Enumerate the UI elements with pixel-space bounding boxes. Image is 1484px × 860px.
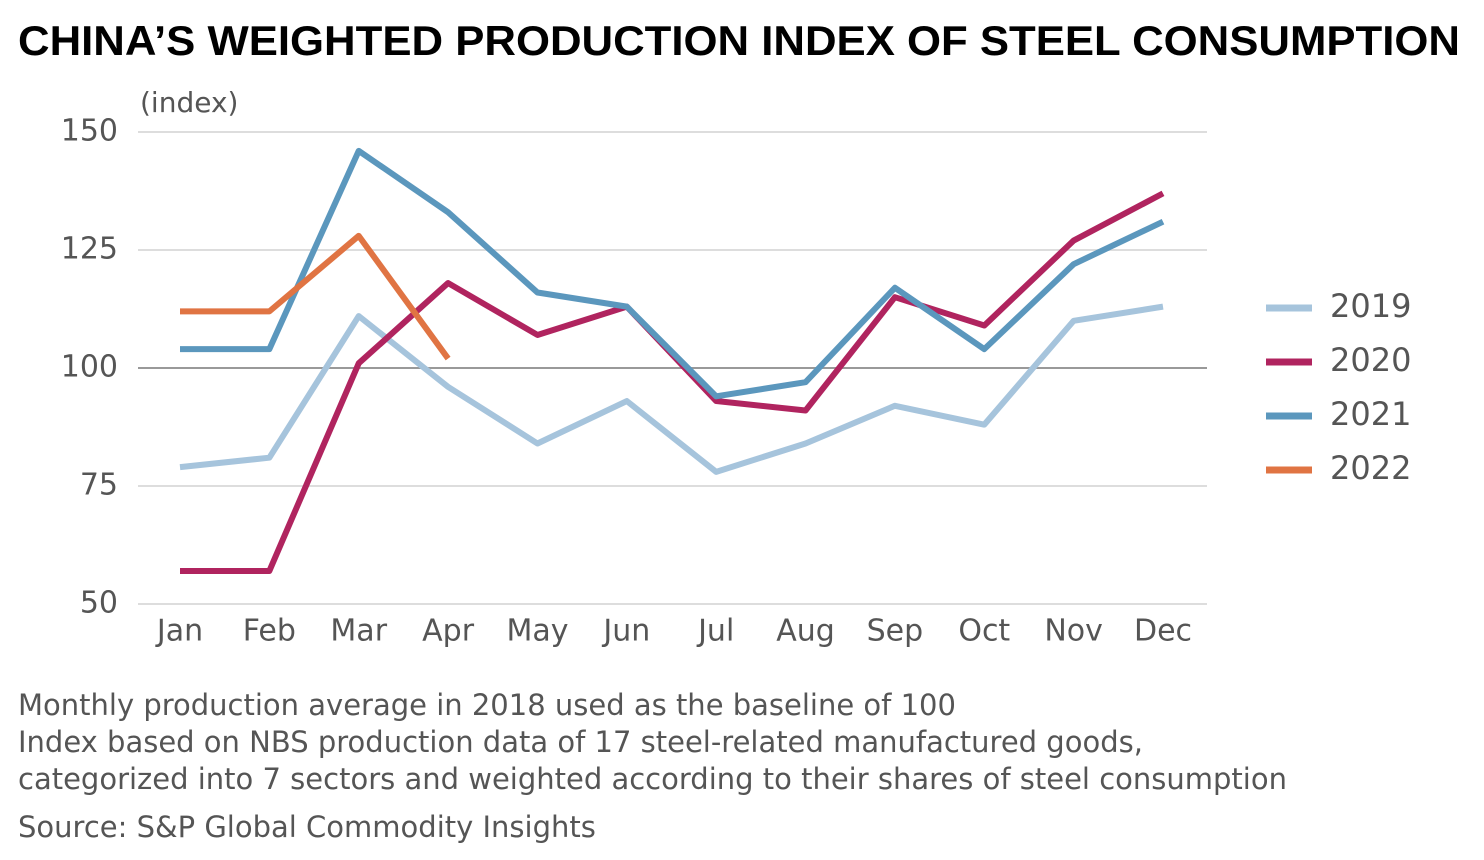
- y-tick-label: 50: [80, 586, 118, 621]
- y-tick-label: 100: [61, 350, 118, 385]
- x-tick-label: Nov: [1044, 614, 1103, 649]
- x-tick-label: Mar: [330, 614, 387, 649]
- x-tick-label: Apr: [422, 614, 475, 649]
- x-tick-label: Feb: [243, 614, 296, 649]
- y-axis-label: (index): [140, 86, 238, 119]
- x-tick-label: Jul: [696, 614, 734, 649]
- notes: Monthly production average in 2018 used …: [18, 688, 1287, 796]
- x-tick-label: May: [506, 614, 568, 649]
- legend-label: 2020: [1330, 341, 1411, 379]
- chart-title: CHINA’S WEIGHTED PRODUCTION INDEX OF STE…: [18, 17, 1460, 64]
- note: Index based on NBS production data of 17…: [18, 725, 1143, 759]
- y-tick-label: 75: [80, 468, 118, 503]
- source: Source: S&P Global Commodity Insights: [18, 810, 596, 844]
- legend-label: 2021: [1330, 395, 1411, 433]
- series-line: [180, 232, 451, 361]
- x-tick-label: Oct: [958, 614, 1010, 649]
- x-tick-label: Sep: [867, 614, 924, 649]
- legend-label: 2022: [1330, 449, 1411, 487]
- series-line: [180, 147, 1165, 400]
- legend-label: 2019: [1330, 287, 1411, 325]
- note: Monthly production average in 2018 used …: [18, 688, 956, 722]
- y-tick-label: 150: [61, 114, 118, 149]
- x-tick-label: Jan: [155, 614, 203, 649]
- y-tick-label: 125: [61, 232, 118, 267]
- series-line: [179, 303, 1164, 475]
- x-tick-label: Dec: [1134, 614, 1192, 649]
- x-tick-label: Aug: [776, 614, 835, 649]
- note: categorized into 7 sectors and weighted …: [18, 762, 1287, 796]
- x-tick-label: Jun: [601, 614, 650, 649]
